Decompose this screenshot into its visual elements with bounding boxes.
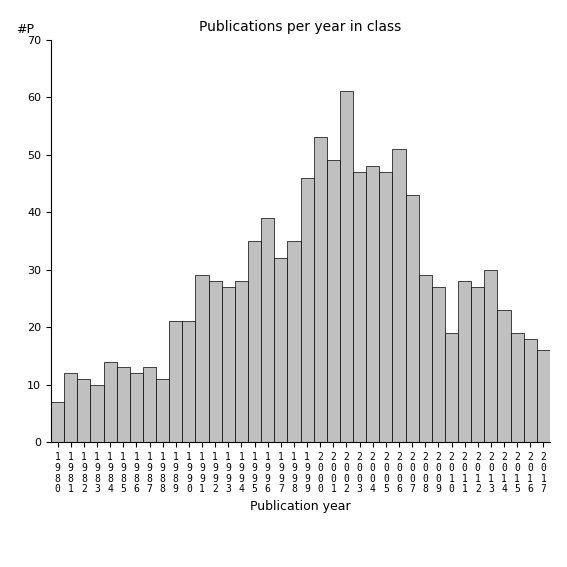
Bar — [248, 241, 261, 442]
X-axis label: Publication year: Publication year — [250, 500, 351, 513]
Bar — [235, 281, 248, 442]
Bar — [471, 287, 484, 442]
Bar — [261, 218, 274, 442]
Bar — [484, 270, 497, 442]
Bar — [432, 287, 445, 442]
Bar — [511, 333, 524, 442]
Bar — [287, 241, 301, 442]
Bar — [143, 367, 156, 442]
Bar — [209, 281, 222, 442]
Bar — [340, 91, 353, 442]
Bar — [156, 379, 169, 442]
Bar — [379, 172, 392, 442]
Bar — [497, 310, 511, 442]
Bar — [353, 172, 366, 442]
Bar — [51, 402, 64, 442]
Bar — [418, 276, 432, 442]
Bar — [537, 350, 550, 442]
Bar — [445, 333, 458, 442]
Bar — [104, 362, 117, 442]
Bar — [405, 195, 418, 442]
Bar — [117, 367, 130, 442]
Bar — [301, 177, 314, 442]
Bar — [222, 287, 235, 442]
Bar — [77, 379, 90, 442]
Bar — [64, 373, 77, 442]
Bar — [274, 258, 287, 442]
Bar — [327, 160, 340, 442]
Bar — [196, 276, 209, 442]
Bar — [169, 321, 183, 442]
Bar — [183, 321, 196, 442]
Bar — [366, 166, 379, 442]
Bar — [130, 373, 143, 442]
Text: #P: #P — [16, 23, 34, 36]
Bar — [392, 149, 405, 442]
Bar — [524, 338, 537, 442]
Bar — [90, 385, 104, 442]
Title: Publications per year in class: Publications per year in class — [200, 20, 401, 35]
Bar — [314, 137, 327, 442]
Bar — [458, 281, 471, 442]
